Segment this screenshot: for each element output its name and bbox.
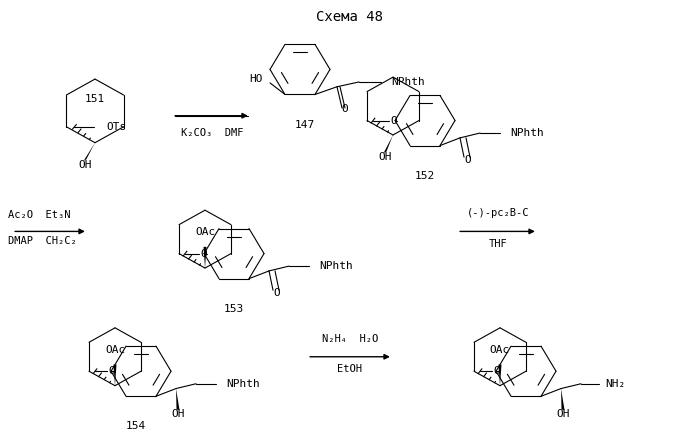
Text: Ac₂O  Et₃N: Ac₂O Et₃N <box>8 210 71 220</box>
Polygon shape <box>176 389 180 410</box>
Polygon shape <box>203 247 206 268</box>
Text: THF: THF <box>489 239 507 249</box>
Text: EtOH: EtOH <box>338 365 363 375</box>
Text: OH: OH <box>78 160 92 170</box>
Text: (-)-pc₂B-C: (-)-pc₂B-C <box>467 208 529 218</box>
Text: NPhth: NPhth <box>391 77 425 87</box>
Text: HO: HO <box>250 74 263 84</box>
Text: 153: 153 <box>224 304 244 314</box>
Text: O: O <box>465 155 471 165</box>
Text: 147: 147 <box>295 120 315 129</box>
Text: OH: OH <box>556 409 570 419</box>
Text: O: O <box>493 366 500 376</box>
Text: N₂H₄  H₂O: N₂H₄ H₂O <box>322 334 378 344</box>
Polygon shape <box>84 143 95 161</box>
Text: 152: 152 <box>415 171 435 181</box>
Text: O: O <box>391 116 398 126</box>
Text: Схема 48: Схема 48 <box>317 10 384 25</box>
Text: 154: 154 <box>126 421 146 430</box>
Text: O: O <box>201 249 208 258</box>
Text: NPhth: NPhth <box>226 379 260 389</box>
Text: OAc: OAc <box>105 345 125 355</box>
Text: OH: OH <box>171 409 185 419</box>
Text: O: O <box>273 288 280 298</box>
Polygon shape <box>498 365 501 386</box>
Text: NPhth: NPhth <box>319 261 353 271</box>
Text: DMAP  CH₂C₂: DMAP CH₂C₂ <box>8 236 77 246</box>
Text: NPhth: NPhth <box>510 128 544 138</box>
Polygon shape <box>384 135 393 153</box>
Text: NH₂: NH₂ <box>605 379 626 389</box>
Text: O: O <box>108 366 115 376</box>
Polygon shape <box>561 389 565 410</box>
Text: 151: 151 <box>85 94 105 104</box>
Text: OH: OH <box>378 152 391 162</box>
Text: OAc: OAc <box>490 345 510 355</box>
Text: O: O <box>342 104 348 114</box>
Polygon shape <box>113 365 117 386</box>
Text: OAc: OAc <box>195 227 215 237</box>
Text: OTs: OTs <box>106 122 127 132</box>
Text: K₂CO₃  DMF: K₂CO₃ DMF <box>181 128 243 138</box>
